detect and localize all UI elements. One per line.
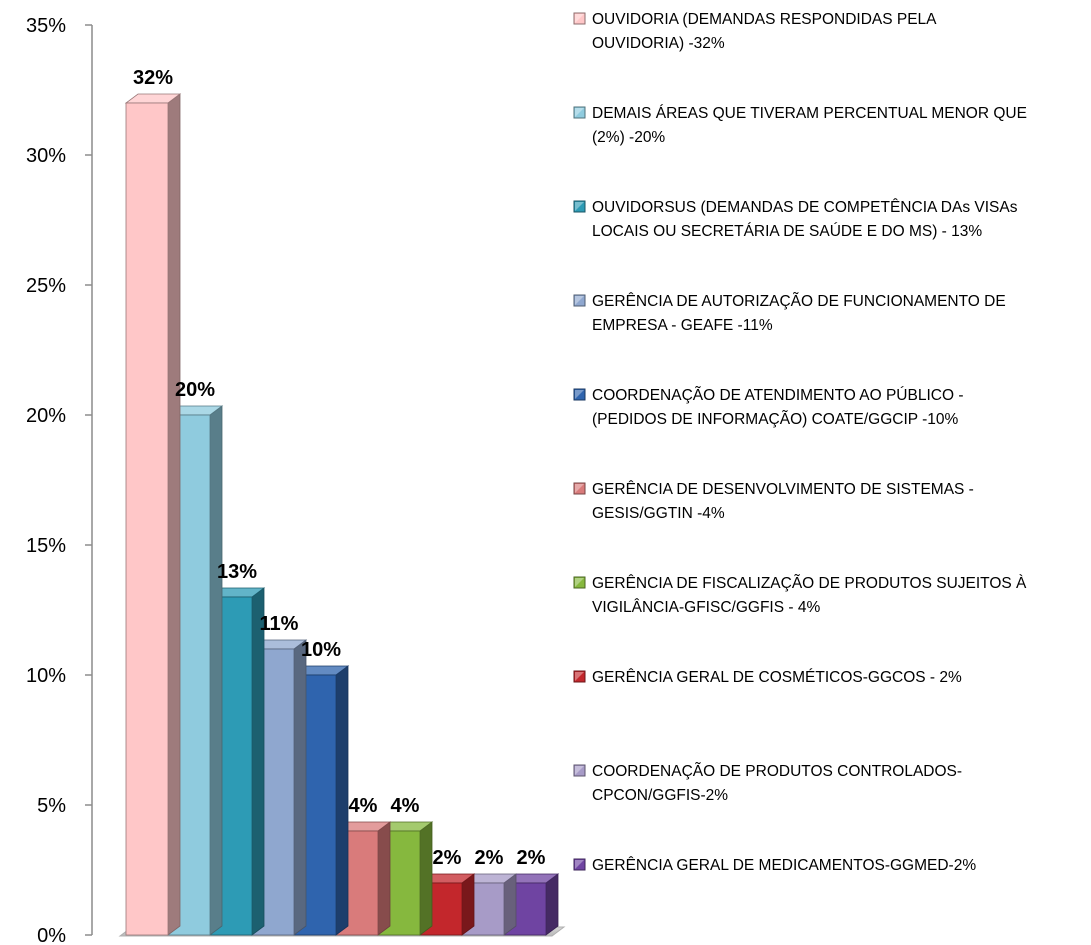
y-tick-label: 30% bbox=[26, 145, 66, 167]
bar-side-face bbox=[545, 873, 559, 936]
legend-label: EMPRESA - GEAFE -11% bbox=[592, 317, 773, 334]
data-label: 11% bbox=[260, 613, 299, 635]
bar-side-face bbox=[461, 873, 475, 936]
y-tick-label: 0% bbox=[37, 925, 66, 945]
legend-swatch-highlight bbox=[575, 578, 584, 587]
legend-label: GERÊNCIA GERAL DE MEDICAMENTOS-GGMED-2% bbox=[592, 857, 976, 874]
legend-swatch-highlight bbox=[575, 860, 584, 869]
legend-swatch-highlight bbox=[575, 202, 584, 211]
legend-entry: GERÊNCIA DE DESENVOLVIMENTO DE SISTEMAS … bbox=[573, 481, 974, 522]
legend-label: OUVIDORIA (DEMANDAS RESPONDIDAS PELA bbox=[592, 11, 937, 28]
legend-swatch-highlight bbox=[575, 484, 584, 493]
bar-side-face bbox=[419, 821, 433, 936]
data-label: 13% bbox=[217, 561, 257, 583]
legend-entry: GERÊNCIA DE AUTORIZAÇÃO DE FUNCIONAMENTO… bbox=[573, 293, 1006, 334]
legend-swatch-highlight bbox=[575, 672, 584, 681]
data-labels-layer: 32% 20% 13% 11%10% 4% 4% 2% 2% 2% bbox=[133, 67, 546, 869]
legend-label: DEMAIS ÁREAS QUE TIVERAM PERCENTUAL MENO… bbox=[592, 105, 1027, 122]
data-label: 10% bbox=[301, 639, 341, 661]
legend-entry: DEMAIS ÁREAS QUE TIVERAM PERCENTUAL MENO… bbox=[573, 105, 1027, 146]
legend-entry: COORDENAÇÃO DE PRODUTOS CONTROLADOS- CPCO… bbox=[573, 763, 962, 804]
legend-label: COORDENAÇÃO DE PRODUTOS CONTROLADOS- bbox=[592, 763, 962, 780]
legend-swatch-highlight bbox=[575, 766, 584, 775]
bar-side-face bbox=[209, 405, 223, 936]
legend-entry: GERÊNCIA GERAL DE MEDICAMENTOS-GGMED-2% bbox=[573, 857, 976, 874]
legend-entry: GERÊNCIA GERAL DE COSMÉTICOS-GGCOS - 2% bbox=[573, 669, 962, 686]
bar-side-face bbox=[335, 665, 349, 936]
legend-label: GERÊNCIA GERAL DE COSMÉTICOS-GGCOS - 2% bbox=[592, 669, 962, 686]
bar-front-face bbox=[125, 102, 169, 936]
data-label: 20% bbox=[175, 379, 215, 401]
legend-swatch-highlight bbox=[575, 296, 584, 305]
y-tick-label: 20% bbox=[26, 405, 66, 427]
data-label: 32% bbox=[133, 67, 173, 89]
y-tick-label: 5% bbox=[37, 795, 66, 817]
bar-side-face bbox=[167, 93, 181, 936]
legend-label: CPCON/GGFIS-2% bbox=[592, 787, 728, 804]
legend-label: GERÊNCIA DE AUTORIZAÇÃO DE FUNCIONAMENTO… bbox=[592, 293, 1006, 310]
legend-label: OUVIDORSUS (DEMANDAS DE COMPETÊNCIA DAs … bbox=[592, 199, 1018, 216]
legend-label: GERÊNCIA DE DESENVOLVIMENTO DE SISTEMAS … bbox=[592, 481, 974, 498]
data-label: 2% bbox=[433, 847, 462, 869]
y-tick-label: 10% bbox=[26, 665, 66, 687]
bar-side-face bbox=[503, 873, 517, 936]
legend-entry: COORDENAÇÃO DE ATENDIMENTO AO PÚBLICO - (… bbox=[573, 387, 964, 428]
data-label: 4% bbox=[391, 795, 420, 817]
legend-entry: OUVIDORIA (DEMANDAS RESPONDIDAS PELA OUVI… bbox=[573, 11, 937, 52]
bar-side-face bbox=[293, 639, 307, 936]
legend-label: (PEDIDOS DE INFORMAÇÃO) COATE/GGCIP -10% bbox=[592, 411, 959, 428]
bar-side-face bbox=[251, 587, 265, 936]
y-tick-label: 15% bbox=[26, 535, 66, 557]
legend-swatch-highlight bbox=[575, 14, 584, 23]
bar-side-face bbox=[377, 821, 391, 936]
data-label: 4% bbox=[349, 795, 378, 817]
legend-entry: GERÊNCIA DE FISCALIZAÇÃO DE PRODUTOS SUJ… bbox=[573, 575, 1027, 616]
legend-label: LOCAIS OU SECRETÁRIA DE SAÚDE E DO MS) -… bbox=[592, 223, 982, 240]
y-tick-label: 35% bbox=[26, 15, 66, 37]
legend: OUVIDORIA (DEMANDAS RESPONDIDAS PELA OUVI… bbox=[573, 11, 1027, 874]
data-label: 2% bbox=[475, 847, 504, 869]
legend-label: VIGILÂNCIA-GFISC/GGFIS - 4% bbox=[592, 599, 820, 616]
legend-entry: OUVIDORSUS (DEMANDAS DE COMPETÊNCIA DAs … bbox=[573, 199, 1018, 240]
legend-label: GERÊNCIA DE FISCALIZAÇÃO DE PRODUTOS SUJ… bbox=[592, 575, 1027, 592]
legend-label: COORDENAÇÃO DE ATENDIMENTO AO PÚBLICO - bbox=[592, 387, 964, 404]
bars-layer bbox=[124, 93, 560, 936]
legend-swatch-highlight bbox=[575, 108, 584, 117]
y-tick-label: 25% bbox=[26, 275, 66, 297]
legend-label: OUVIDORIA) -32% bbox=[592, 35, 725, 52]
legend-label: GESIS/GGTIN -4% bbox=[592, 505, 725, 522]
legend-label: (2%) -20% bbox=[592, 129, 665, 146]
data-label: 2% bbox=[517, 847, 546, 869]
bar bbox=[124, 93, 182, 936]
legend-swatch-highlight bbox=[575, 390, 584, 399]
